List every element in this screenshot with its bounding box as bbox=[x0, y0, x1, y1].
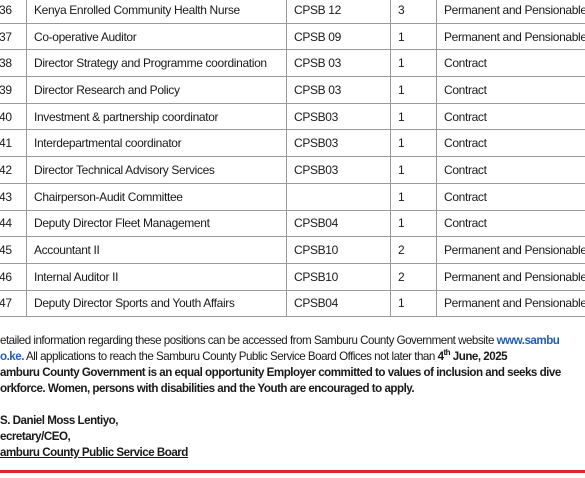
link[interactable]: www.sambu bbox=[496, 334, 560, 347]
post-count: 1 bbox=[390, 76, 437, 104]
row-number: 36 bbox=[0, 0, 27, 24]
terms-of-service: Permanent and Pensionable bbox=[436, 262, 585, 291]
signatory-org: amburu County Public Service Board bbox=[0, 446, 188, 459]
row-number: 41 bbox=[0, 129, 27, 158]
row-number: 45 bbox=[0, 236, 27, 264]
signature: S. Daniel Moss Lentiyo, ecretary/CEO, am… bbox=[0, 413, 188, 461]
signatory-role: ecretary/CEO, bbox=[0, 430, 71, 443]
terms-of-service: Contract bbox=[436, 156, 585, 184]
position-title: Director Strategy and Programme coordina… bbox=[26, 49, 287, 78]
post-count: 2 bbox=[390, 262, 437, 291]
post-count: 1 bbox=[390, 182, 437, 211]
table-row: 41 Interdepartmental coordinator CPSB03 1 Co… bbox=[0, 129, 585, 158]
grade-code: CPSB03 bbox=[286, 156, 391, 184]
notice: etailed information regarding these posi… bbox=[0, 333, 585, 397]
table-row: 38 Director Strategy and Programme coordi… bbox=[0, 49, 585, 78]
row-number: 46 bbox=[0, 262, 27, 291]
grade-code: CPSB10 bbox=[286, 262, 391, 291]
grade-code: CPSB10 bbox=[286, 236, 391, 264]
table-row: 45 Accountant II CPSB10 2 Permanent and Pens… bbox=[0, 236, 585, 264]
grade-code: CPSB 03 bbox=[286, 49, 391, 78]
position-title: Deputy Director Fleet Management bbox=[26, 209, 287, 238]
position-title: Interdepartmental coordinator bbox=[26, 129, 287, 158]
row-number: 37 bbox=[0, 22, 27, 51]
signatory-name: S. Daniel Moss Lentiyo, bbox=[0, 414, 118, 427]
position-title: Kenya Enrolled Community Health Nurse bbox=[26, 0, 287, 24]
position-title: Co-operative Auditor bbox=[26, 22, 287, 51]
table-row: 42 Director Technical Advisory Services CP… bbox=[0, 156, 585, 184]
row-number: 38 bbox=[0, 49, 27, 78]
grade-code: CPSB04 bbox=[286, 209, 391, 238]
post-count: 1 bbox=[390, 49, 437, 78]
table-row: 37 Co-operative Auditor CPSB 09 1 Permanent … bbox=[0, 22, 585, 51]
terms-of-service: Contract bbox=[436, 102, 585, 131]
deadline: 4th June, 2025 bbox=[437, 348, 508, 363]
notice-line: amburu County Government is an equal opp… bbox=[0, 366, 561, 379]
grade-code: CPSB03 bbox=[286, 102, 391, 131]
terms-of-service: Contract bbox=[436, 209, 585, 238]
table-row: 46 Internal Auditor II CPSB10 2 Permanent an… bbox=[0, 262, 585, 291]
row-number: 44 bbox=[0, 209, 27, 238]
row-number: 40 bbox=[0, 102, 27, 131]
position-title: Director Research and Policy bbox=[26, 76, 287, 104]
text: etailed information regarding these posi… bbox=[0, 334, 497, 347]
notice-line: o.ke. All applications to reach the Samb… bbox=[0, 349, 585, 365]
position-title: Accountant II bbox=[26, 236, 287, 264]
position-title: Chairperson-Audit Committee bbox=[26, 182, 287, 211]
terms-of-service: Permanent and Pensionable bbox=[436, 236, 585, 264]
terms-of-service: Contract bbox=[436, 76, 585, 104]
table-row: 40 Investment & partnership coordinator CP… bbox=[0, 102, 585, 131]
table-row: 39 Director Research and Policy CPSB 03 1 Co… bbox=[0, 76, 585, 104]
post-count: 1 bbox=[390, 102, 437, 131]
grade-code bbox=[286, 182, 391, 211]
grade-code: CPSB03 bbox=[286, 129, 391, 158]
grade-code: CPSB 09 bbox=[286, 22, 391, 51]
terms-of-service: Contract bbox=[436, 49, 585, 78]
notice-line: etailed information regarding these posi… bbox=[0, 333, 585, 349]
terms-of-service: Contract bbox=[436, 182, 585, 211]
divider bbox=[0, 470, 585, 473]
text: th bbox=[443, 348, 451, 358]
table-row: 47 Deputy Director Sports and Youth Affai… bbox=[0, 289, 585, 318]
notice-line: orkforce. Women, persons with disabiliti… bbox=[0, 382, 415, 395]
post-count: 3 bbox=[390, 0, 437, 24]
grade-code: CPSB 12 bbox=[286, 0, 391, 24]
grade-code: CPSB04 bbox=[286, 289, 391, 318]
text: 4 bbox=[437, 350, 444, 363]
text: All applications to reach the Samburu Co… bbox=[23, 350, 438, 363]
post-count: 1 bbox=[390, 129, 437, 158]
table-row: 43 Chairperson-Audit Committee 1 Contract bbox=[0, 182, 585, 211]
row-number: 39 bbox=[0, 76, 27, 104]
terms-of-service: Permanent and Pensionable bbox=[436, 0, 585, 24]
post-count: 2 bbox=[390, 236, 437, 264]
table-row: 44 Deputy Director Fleet Management CPSB04… bbox=[0, 209, 585, 238]
text: June, 2025 bbox=[450, 350, 508, 363]
row-number: 43 bbox=[0, 182, 27, 211]
row-number: 47 bbox=[0, 289, 27, 318]
terms-of-service: Permanent and Pensionable bbox=[436, 289, 585, 318]
post-count: 1 bbox=[390, 209, 437, 238]
position-title: Internal Auditor II bbox=[26, 262, 287, 291]
positions-table: 36 Kenya Enrolled Community Health Nurse C… bbox=[0, 0, 585, 318]
row-number: 42 bbox=[0, 156, 27, 184]
post-count: 1 bbox=[390, 156, 437, 184]
position-title: Investment & partnership coordinator bbox=[26, 102, 287, 131]
terms-of-service: Permanent and Pensionable bbox=[436, 22, 585, 51]
post-count: 1 bbox=[390, 289, 437, 318]
post-count: 1 bbox=[390, 22, 437, 51]
table-row: 36 Kenya Enrolled Community Health Nurse C… bbox=[0, 0, 585, 24]
grade-code: CPSB 03 bbox=[286, 76, 391, 104]
terms-of-service: Contract bbox=[436, 129, 585, 158]
link[interactable]: o.ke. bbox=[0, 350, 24, 363]
position-title: Director Technical Advisory Services bbox=[26, 156, 287, 184]
position-title: Deputy Director Sports and Youth Affairs bbox=[26, 289, 287, 318]
